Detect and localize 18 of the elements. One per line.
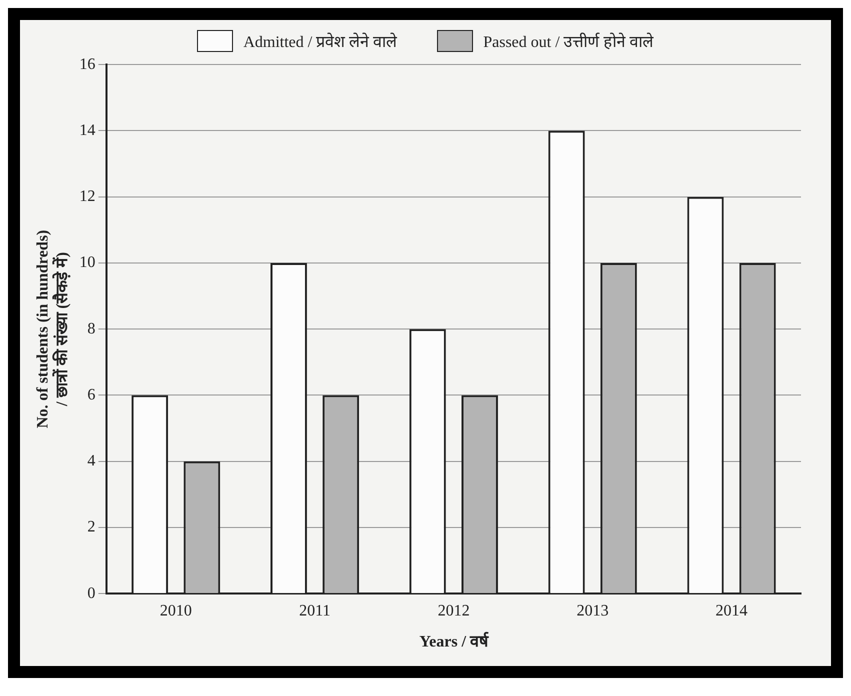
x-tick-label: 2012 bbox=[438, 602, 470, 620]
legend-label: Admitted / प्रवेश लेने वाले bbox=[243, 32, 398, 52]
x-tick-label: 2014 bbox=[716, 602, 748, 620]
y-tick-label: 8 bbox=[87, 320, 96, 338]
y-axis-title: No. of students (in hundreds) / छात्रों की संख्या (सैकड़े में) bbox=[34, 230, 71, 428]
x-axis-title: Years / वर्ष bbox=[419, 632, 490, 651]
y-tick-label: 12 bbox=[79, 188, 96, 206]
x-tick-label: 2011 bbox=[299, 602, 330, 620]
y-tick-label: 2 bbox=[87, 518, 96, 536]
y-tick-label: 16 bbox=[79, 56, 96, 73]
x-tick-label: 2010 bbox=[160, 602, 192, 620]
y-tick-label: 0 bbox=[87, 584, 96, 602]
x-tick-label: 2013 bbox=[576, 602, 609, 620]
y-tick-label: 10 bbox=[79, 254, 96, 272]
y-tick-label: 4 bbox=[87, 452, 96, 470]
y-tick-label: 14 bbox=[79, 122, 96, 139]
y-tick-label: 6 bbox=[87, 386, 96, 404]
legend-label: Passed out / उत्तीर्ण होने वाले bbox=[483, 32, 654, 52]
